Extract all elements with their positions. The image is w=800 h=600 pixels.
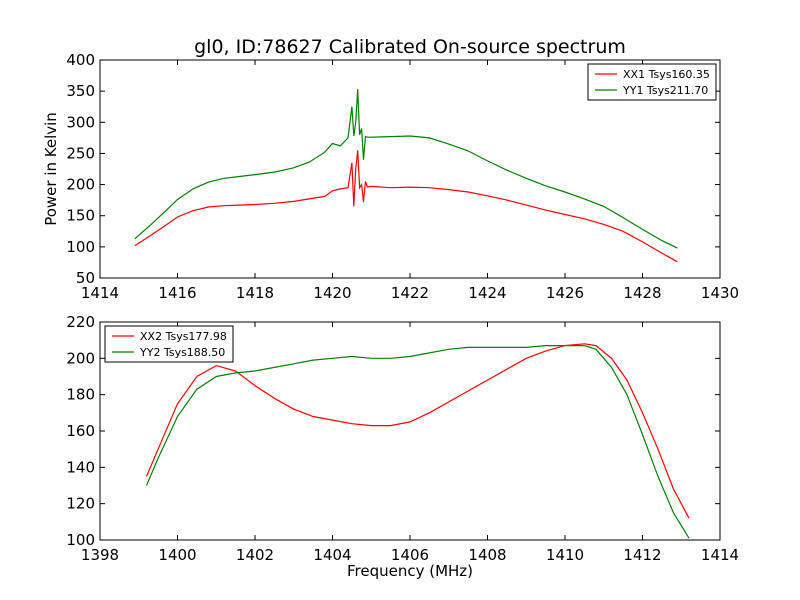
top-series-line-1 [134, 150, 678, 263]
top-x-tick-label: 1416 [158, 284, 196, 302]
bottom-y-tick-label: 120 [66, 495, 95, 513]
top-x-tick-label: 1418 [236, 284, 274, 302]
bottom-y-tick-label: 200 [66, 349, 95, 367]
bottom-x-tick-label: 1398 [81, 546, 119, 564]
top-legend-label-xx1: XX1 Tsys160.35 [623, 68, 710, 81]
top-y-axis-label: Power in Kelvin [42, 112, 60, 226]
top-x-tick-label: 1426 [546, 284, 584, 302]
top-y-tick-label: 100 [66, 238, 95, 256]
top-x-tick-label: 1424 [468, 284, 506, 302]
top-x-tick-label: 1414 [81, 284, 119, 302]
bottom-y-tick-label: 100 [66, 531, 95, 549]
top-x-tick-label: 1430 [701, 284, 739, 302]
bottom-y-tick-label: 180 [66, 386, 95, 404]
bottom-axes: 1398 1400 1402 1404 1406 1408 1410 1412 1414 100 1… [66, 313, 739, 580]
bottom-x-tick-label: 1402 [236, 546, 274, 564]
top-x-tick-label: 1420 [313, 284, 351, 302]
top-y-tick-label: 350 [66, 82, 95, 100]
top-y-tick-label: 400 [66, 51, 95, 69]
bottom-legend-label-xx2: XX2 Tsys177.98 [140, 330, 227, 343]
top-legend-box [587, 63, 717, 101]
top-axes: 1414 1416 1418 1420 1422 1424 1426 1428 1430 50 10… [42, 51, 739, 302]
top-ticks-group: 1414 1416 1418 1420 1422 1424 1426 1428 1430 50 10… [66, 51, 739, 302]
bottom-x-tick-label: 1404 [313, 546, 351, 564]
bottom-x-tick-label: 1408 [468, 546, 506, 564]
top-y-tick-label: 200 [66, 176, 95, 194]
top-y-tick-label: 250 [66, 144, 95, 162]
top-y-tick-label: 300 [66, 113, 95, 131]
bottom-legend-box [104, 325, 234, 363]
top-series-line-2 [134, 89, 678, 249]
bottom-x-tick-label: 1406 [391, 546, 429, 564]
bottom-x-tick-label: 1410 [546, 546, 584, 564]
top-x-tick-label: 1428 [623, 284, 661, 302]
top-legend: XX1 Tsys160.35 YY1 Tsys211.70 [587, 63, 717, 101]
chart-title: gl0, ID:78627 Calibrated On-source spect… [194, 36, 626, 58]
bottom-y-tick-label: 220 [66, 313, 95, 331]
bottom-legend: XX2 Tsys177.98 YY2 Tsys188.50 [104, 325, 234, 363]
bottom-x-tick-label: 1400 [158, 546, 196, 564]
bottom-legend-label-yy2: YY2 Tsys188.50 [139, 346, 225, 359]
top-legend-label-yy1: YY1 Tsys211.70 [622, 84, 708, 97]
bottom-x-tick-label: 1412 [623, 546, 661, 564]
top-y-tick-label: 50 [76, 269, 95, 287]
top-x-tick-label: 1422 [391, 284, 429, 302]
top-series-group [134, 89, 678, 263]
bottom-y-tick-label: 160 [66, 422, 95, 440]
x-axis-label: Frequency (MHz) [347, 562, 473, 580]
bottom-series-line-1 [145, 343, 690, 519]
bottom-series-group [145, 343, 690, 539]
bottom-y-tick-label: 140 [66, 458, 95, 476]
top-y-tick-label: 150 [66, 207, 95, 225]
bottom-ticks-group: 1398 1400 1402 1404 1406 1408 1410 1412 1414 100 1… [66, 313, 739, 564]
bottom-series-line-2 [145, 345, 690, 539]
bottom-x-tick-label: 1414 [701, 546, 739, 564]
